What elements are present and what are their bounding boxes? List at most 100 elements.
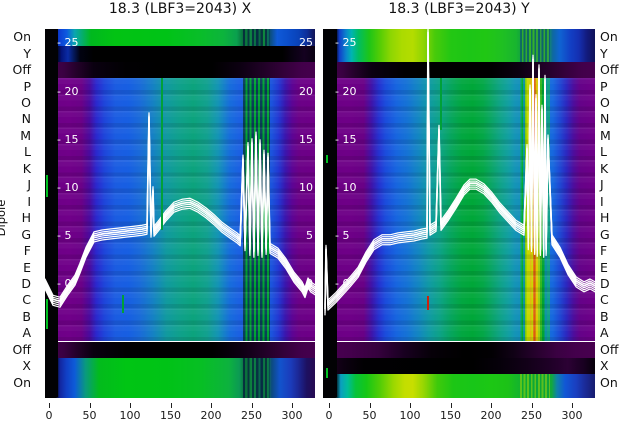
row-label-n-right: N: [600, 111, 610, 127]
heatmap-band-y: [45, 45, 315, 62]
left-panel-title: 18.3 (LBF3=2043) X: [108, 1, 252, 17]
heatmap-band-on-bottom: [323, 374, 595, 398]
row-label-b-left: B: [22, 308, 31, 324]
stripe-zone-bottom: [243, 357, 270, 398]
row-label-x-right: X: [600, 358, 609, 374]
heatmap-band-off-bottom: [323, 341, 595, 358]
row-label-a-left: A: [22, 325, 31, 341]
row-label-off-right: Off: [600, 341, 619, 357]
row-label-j-right: J: [600, 177, 604, 193]
x-tick-mark: [251, 403, 253, 408]
y-tick-label-right: 25: [299, 36, 313, 49]
row-label-e-left: E: [23, 259, 31, 275]
row-label-k-right: K: [600, 160, 609, 176]
row-label-h-left: H: [21, 210, 31, 226]
x-tick-mark: [572, 403, 574, 408]
x-tick-label: 100: [119, 409, 141, 422]
row-label-k-left: K: [22, 160, 31, 176]
row-label-c-left: C: [22, 292, 31, 308]
x-tick-label: 300: [561, 409, 583, 422]
y-tick-label: - 15: [57, 133, 79, 146]
x-tick-label: 100: [399, 409, 421, 422]
x-tick-label: 200: [480, 409, 502, 422]
heatmap-band-x: [323, 357, 595, 375]
row-label-off-right: Off: [600, 62, 619, 78]
stripe-zone-top: [243, 29, 270, 46]
x-tick-mark: [211, 403, 213, 408]
heatmap-band-x-on-bottom: [45, 357, 315, 398]
row-label-off-left: Off: [12, 341, 31, 357]
row-shading: [323, 78, 595, 342]
heatmap-band-off-top: [45, 62, 315, 79]
row-label-on-left: On: [13, 29, 31, 45]
row-label-f-right: F: [600, 243, 608, 259]
row-label-p-left: P: [23, 78, 31, 94]
row-label-f-left: F: [23, 243, 31, 259]
row-label-d-right: D: [600, 275, 610, 291]
x-tick-label: 50: [82, 409, 97, 422]
x-tick-label: 150: [160, 409, 181, 422]
row-label-m-right: M: [600, 127, 611, 143]
row-label-y-left: Y: [23, 45, 31, 61]
row-label-o-left: O: [21, 95, 31, 110]
heatmap-panel-x[interactable]: - 25 - 20 - 15 - 10 - 5 - 0 25 20 15 10 5 0: [45, 29, 315, 398]
stripe-zone-bottom: [520, 374, 550, 398]
y-tick-label: - 20: [57, 85, 79, 98]
y-tick-label-right: 5: [306, 229, 313, 242]
row-shading: [45, 78, 315, 342]
y-tick-label: - 15: [335, 133, 357, 146]
row-label-m-left: M: [20, 127, 31, 143]
stripe-zone-top: [520, 29, 550, 62]
y-tick-label: - 0: [335, 277, 350, 290]
y-tick-label: - 10: [335, 181, 357, 194]
y-tick-label: - 20: [335, 85, 357, 98]
y-tick-label-right: 0: [306, 277, 313, 290]
row-label-l-left: L: [24, 144, 31, 160]
heatmap-panel-y[interactable]: - 25 - 20 - 15 - 10 - 5 - 0: [323, 29, 595, 398]
row-label-p-right: P: [600, 78, 608, 94]
x-tick-mark: [450, 403, 452, 408]
right-panel-title: 18.3 (LBF3=2043) Y: [388, 1, 530, 17]
row-label-n-left: N: [21, 111, 31, 127]
y-tick-label: - 25: [335, 36, 357, 49]
row-label-x-left: X: [22, 358, 31, 374]
row-label-g-right: G: [600, 226, 610, 242]
row-label-on-left: On: [13, 374, 31, 390]
y-tick-label-right: 10: [299, 181, 313, 194]
y-tick-label: - 5: [57, 229, 72, 242]
row-label-j-left: J: [27, 177, 31, 193]
x-tick-mark: [491, 403, 493, 408]
heatmap-band-off-bottom: [45, 341, 315, 358]
x-tick-label: 0: [325, 409, 333, 422]
x-tick-label: 50: [362, 409, 377, 422]
y-tick-label: - 0: [57, 277, 72, 290]
x-tick-mark: [49, 403, 51, 408]
x-tick-mark: [89, 403, 91, 408]
heatmap-band-on-top: [45, 29, 315, 46]
row-label-y-right: Y: [600, 45, 608, 61]
row-label-i-right: I: [600, 193, 604, 209]
row-label-g-left: G: [21, 226, 31, 242]
x-tick-label: 150: [440, 409, 461, 422]
row-label-l-right: L: [600, 144, 607, 160]
x-tick-mark: [170, 403, 172, 408]
y-tick-label-right: 20: [299, 85, 313, 98]
row-label-on-right: On: [600, 374, 618, 390]
x-tick-label: 250: [521, 409, 542, 422]
row-label-i-left: I: [27, 193, 31, 209]
row-label-b-right: B: [600, 308, 609, 324]
row-label-h-right: H: [600, 210, 610, 226]
row-label-e-right: E: [600, 259, 608, 275]
x-tick-label: 200: [200, 409, 222, 422]
y-tick-label: - 5: [335, 229, 350, 242]
heatmap-band-on-top: [323, 29, 595, 62]
row-label-c-right: C: [600, 292, 609, 308]
x-tick-mark: [292, 403, 294, 408]
y-tick-label-right: 15: [299, 133, 313, 146]
x-tick-label: 300: [281, 409, 303, 422]
heatmap-band-off-top: [323, 62, 595, 79]
row-label-d-left: D: [21, 275, 31, 291]
row-label-off-left: Off: [12, 62, 31, 78]
x-tick-mark: [531, 403, 533, 408]
